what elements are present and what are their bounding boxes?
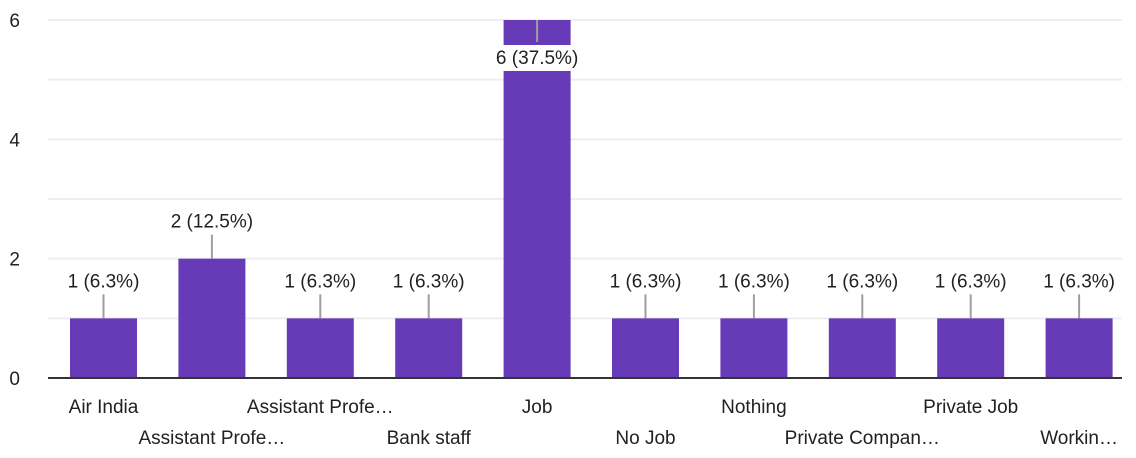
data-label: 1 (6.3%) xyxy=(284,271,356,292)
bar xyxy=(937,318,1005,378)
data-label-background xyxy=(485,45,590,71)
bar xyxy=(395,318,463,378)
x-category-label: Job xyxy=(522,397,553,418)
y-tick-label: 4 xyxy=(9,130,20,151)
y-tick-label: 0 xyxy=(9,369,20,390)
x-category-label: Nothing xyxy=(721,397,787,418)
bars-layer xyxy=(70,20,1113,378)
x-category-label: Private Job xyxy=(923,397,1018,418)
x-category-label: Bank staff xyxy=(387,428,472,449)
data-label: 1 (6.3%) xyxy=(68,271,140,292)
bar xyxy=(1045,318,1113,378)
bar xyxy=(720,318,788,378)
bar xyxy=(178,258,246,378)
data-label: 1 (6.3%) xyxy=(718,271,790,292)
data-label: 1 (6.3%) xyxy=(393,271,465,292)
bar xyxy=(612,318,679,378)
data-label: 1 (6.3%) xyxy=(1043,271,1115,292)
x-category-label: Workin… xyxy=(1040,428,1118,449)
bar xyxy=(70,318,137,378)
bar xyxy=(503,20,571,378)
data-label: 1 (6.3%) xyxy=(826,271,898,292)
data-label: 2 (12.5%) xyxy=(171,212,253,233)
bar xyxy=(286,318,354,378)
y-tick-label: 6 xyxy=(9,11,20,32)
bar xyxy=(828,318,896,378)
x-category-label: Assistant Profe… xyxy=(247,397,394,418)
x-category-label: Air India xyxy=(69,397,139,418)
x-category-label: No Job xyxy=(615,428,675,449)
x-category-label: Assistant Profe… xyxy=(139,428,286,449)
data-label: 1 (6.3%) xyxy=(610,271,682,292)
x-category-label: Private Compan… xyxy=(785,428,940,449)
labels-layer: 1 (6.3%) 2 (12.5%) 1 (6.3%) 1 (6.3%) 6 (37.5… xyxy=(68,20,1115,319)
data-label: 6 (37.5%) xyxy=(496,48,578,69)
data-label: 1 (6.3%) xyxy=(935,271,1007,292)
y-tick-label: 2 xyxy=(9,250,20,271)
